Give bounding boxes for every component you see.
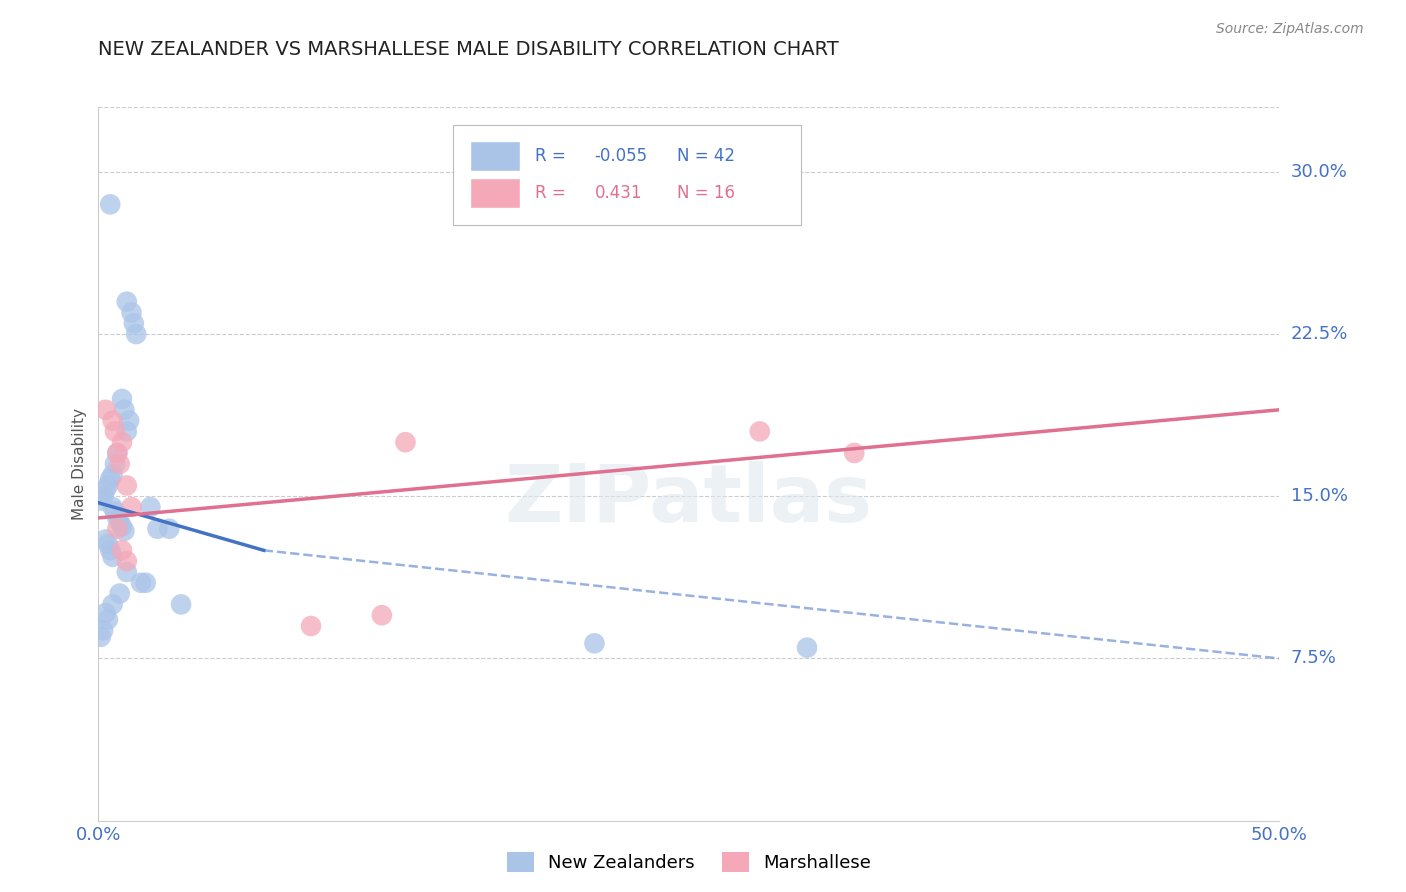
Point (583, 636, 606, 650)
Point (121, 305, 143, 319)
Point (105, 522, 128, 536)
Point (299, 619, 322, 633)
Point (98, 197, 121, 211)
Point (157, 522, 180, 536)
Point (844, 446, 866, 460)
Point (170, 598, 193, 612)
Point (105, 446, 128, 460)
Text: 22.5%: 22.5% (1291, 325, 1348, 343)
FancyBboxPatch shape (471, 141, 520, 170)
Point (115, 565, 138, 579)
Point (121, 500, 143, 514)
Point (394, 435, 416, 450)
Text: NEW ZEALANDER VS MARSHALLESE MALE DISABILITY CORRELATION CHART: NEW ZEALANDER VS MARSHALLESE MALE DISABI… (98, 40, 839, 59)
Point (97, 478, 120, 492)
Text: 15.0%: 15.0% (1291, 487, 1347, 505)
Point (146, 522, 169, 536)
Point (112, 402, 135, 417)
Point (97, 537, 120, 551)
Point (94, 402, 117, 417)
Point (115, 425, 138, 439)
Point (115, 294, 138, 309)
Point (94, 606, 117, 620)
Text: R =: R = (536, 184, 571, 202)
Point (108, 457, 131, 471)
Point (108, 515, 131, 529)
Text: 0.431: 0.431 (595, 184, 643, 202)
Point (94, 483, 117, 497)
Point (91, 489, 114, 503)
Point (118, 414, 141, 428)
Text: -0.055: -0.055 (595, 146, 648, 164)
Point (122, 316, 145, 330)
Point (98, 543, 121, 558)
Point (108, 586, 131, 600)
Point (111, 519, 134, 533)
Point (98, 472, 121, 486)
Point (111, 543, 134, 558)
Point (112, 524, 135, 538)
Point (104, 457, 127, 471)
Text: 7.5%: 7.5% (1291, 649, 1337, 667)
Point (101, 549, 124, 564)
Point (125, 327, 148, 342)
Point (105, 511, 128, 525)
Point (139, 500, 162, 514)
Point (90, 493, 112, 508)
Point (104, 425, 127, 439)
Text: N = 16: N = 16 (678, 184, 735, 202)
Point (94, 533, 117, 547)
Text: Source: ZipAtlas.com: Source: ZipAtlas.com (1216, 22, 1364, 37)
Point (111, 435, 134, 450)
Text: 30.0%: 30.0% (1291, 163, 1347, 181)
Point (104, 504, 127, 518)
Point (97, 613, 120, 627)
Point (115, 554, 138, 568)
Point (91, 624, 114, 638)
Text: ZIPatlas: ZIPatlas (505, 460, 873, 539)
Y-axis label: Male Disability: Male Disability (72, 408, 87, 520)
Point (105, 446, 128, 460)
Point (101, 414, 124, 428)
Point (371, 608, 394, 623)
Point (748, 425, 770, 439)
FancyBboxPatch shape (471, 178, 520, 208)
Point (111, 392, 134, 406)
Point (90, 630, 112, 644)
Point (135, 575, 157, 590)
Text: N = 42: N = 42 (678, 146, 735, 164)
Point (101, 467, 124, 482)
Point (101, 500, 124, 514)
Point (101, 598, 124, 612)
Point (796, 640, 818, 655)
Point (115, 478, 138, 492)
Point (129, 575, 152, 590)
Text: R =: R = (536, 146, 571, 164)
Legend: New Zealanders, Marshallese: New Zealanders, Marshallese (499, 845, 879, 880)
FancyBboxPatch shape (453, 125, 801, 225)
